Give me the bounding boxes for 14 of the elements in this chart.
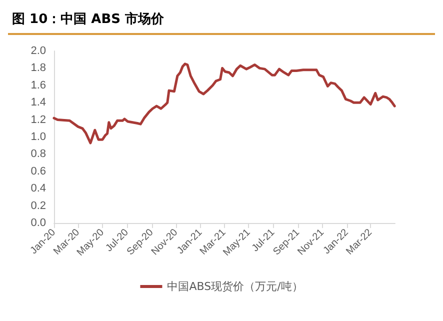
- y-tick-label: 1.2: [30, 114, 46, 126]
- legend-label: 中国ABS现货价（万元/吨）: [167, 280, 303, 293]
- y-tick-label: 2.0: [30, 45, 46, 57]
- y-tick-label: 1.4: [30, 96, 46, 109]
- y-tick-label: 0.6: [30, 165, 46, 178]
- y-tick-label: 1.6: [30, 79, 46, 92]
- y-tick-label: 1.8: [30, 62, 46, 74]
- y-tick-label: 0.4: [30, 182, 46, 195]
- line-series: [52, 62, 396, 144]
- y-tick-label: 0.8: [30, 148, 46, 160]
- y-tick-label: 1.0: [30, 131, 46, 143]
- y-tick-label: 0.2: [30, 200, 46, 212]
- y-tick-label: 0.0: [30, 217, 46, 229]
- chart-title: 图 10：中国 ABS 市场价: [8, 8, 435, 35]
